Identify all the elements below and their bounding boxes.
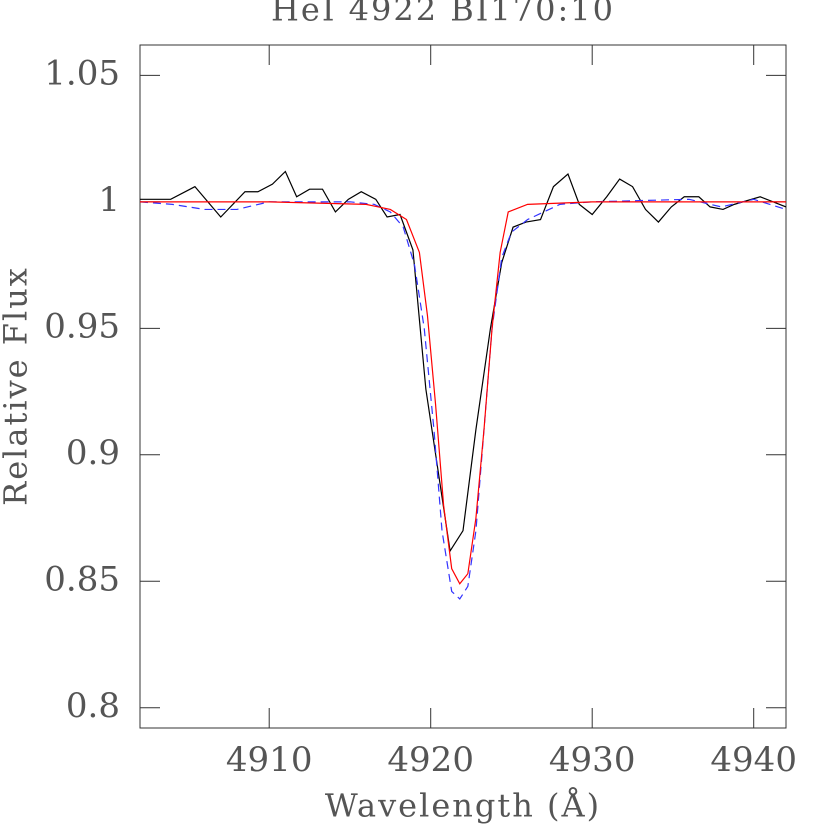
series-line (140, 170, 786, 553)
y-tick-label: 0.85 (44, 559, 120, 599)
y-axis-label: Relative Flux (0, 266, 35, 506)
y-tick-label: 0.9 (66, 433, 120, 473)
y-tick-label: 1 (98, 180, 120, 220)
x-axis-label: Wavelength (Å) (325, 787, 601, 825)
plot-frame (139, 44, 787, 729)
chart-title: HeI 4922 BI170:10 (271, 0, 615, 29)
x-tick-label: 4920 (387, 740, 474, 780)
y-tick-label: 0.8 (66, 686, 120, 726)
y-tick-label: 1.05 (44, 53, 120, 93)
y-tick-label: 0.95 (44, 306, 120, 346)
x-tick-label: 4940 (710, 740, 797, 780)
series-line (140, 198, 786, 600)
x-tick-label: 4930 (549, 740, 636, 780)
series-line (140, 201, 786, 585)
x-tick-label: 4910 (226, 740, 313, 780)
